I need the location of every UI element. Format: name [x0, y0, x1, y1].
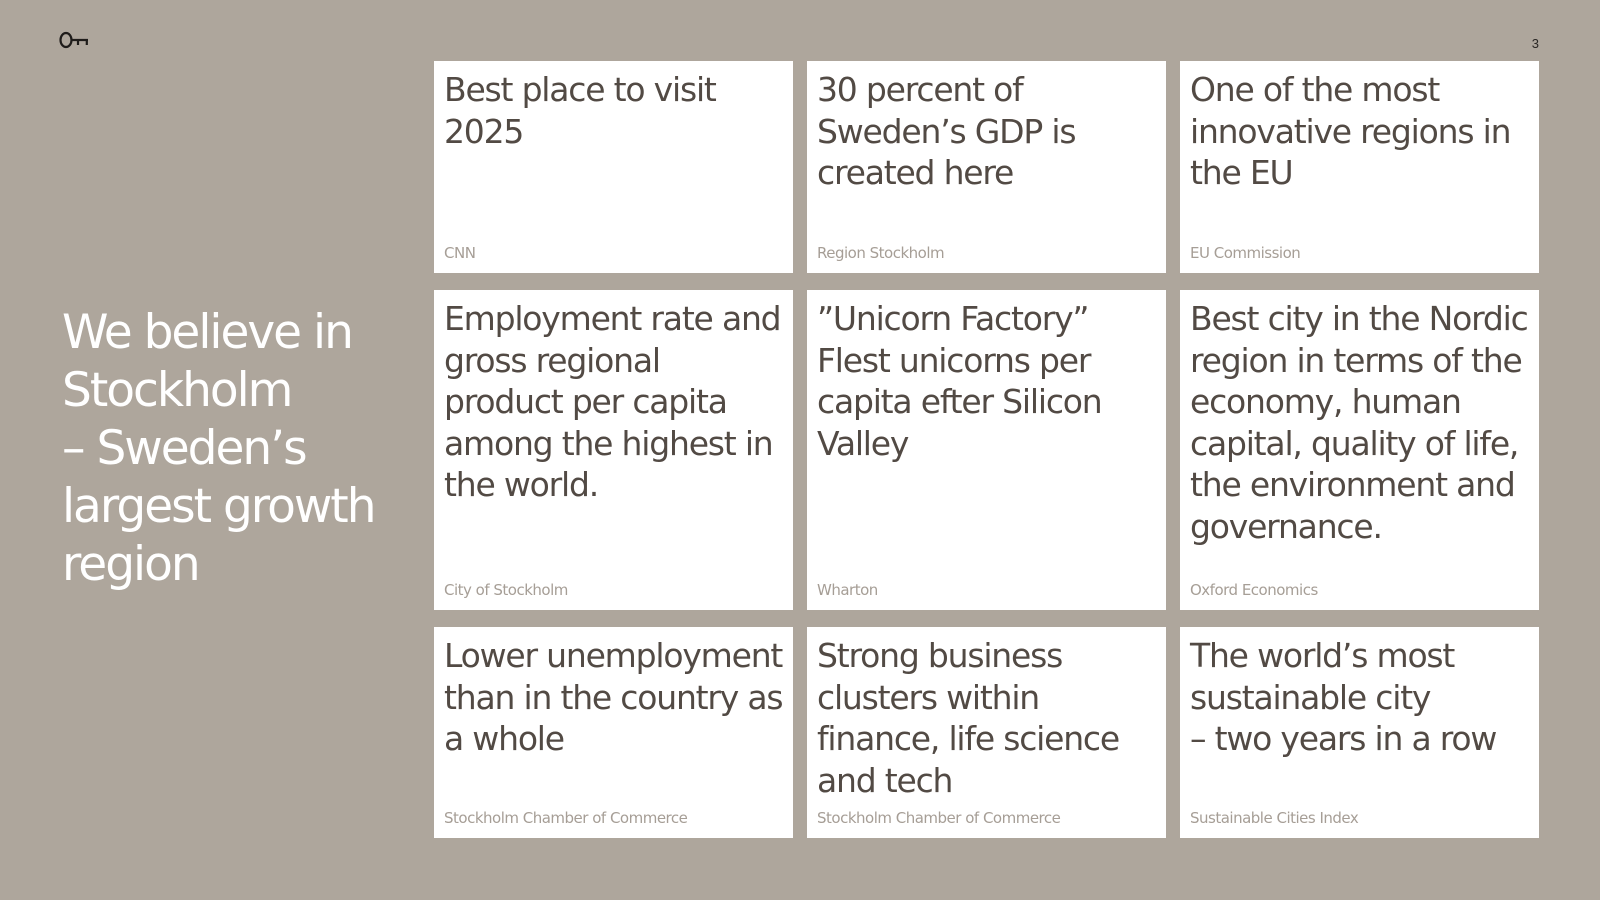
card-title: Best place to visit 2025: [444, 70, 717, 151]
fact-card: Best city in the Nordic region in terms …: [1180, 290, 1539, 610]
card-source: CNN: [444, 244, 476, 262]
card-source: Oxford Economics: [1190, 581, 1318, 599]
card-title: ”Unicorn Factory” Flest unicorns per cap…: [817, 299, 1103, 463]
card-source: EU Commission: [1190, 244, 1301, 262]
fact-card: 30 percent of Sweden’s GDP is created he…: [807, 61, 1166, 273]
card-title: 30 percent of Sweden’s GDP is created he…: [817, 70, 1077, 192]
key-icon: [58, 28, 92, 52]
fact-card: One of the most innovative regions in th…: [1180, 61, 1539, 273]
fact-card: Lower unemployment than in the country a…: [434, 627, 793, 838]
page-number: 3: [1531, 36, 1539, 51]
card-title: Best city in the Nordic region in terms …: [1190, 299, 1529, 546]
card-title: One of the most innovative regions in th…: [1190, 70, 1512, 192]
card-source: City of Stockholm: [444, 581, 568, 599]
fact-card: Strong business clusters within finance,…: [807, 627, 1166, 838]
card-title: Strong business clusters within finance,…: [817, 636, 1120, 800]
card-source: Region Stockholm: [817, 244, 945, 262]
card-source: Stockholm Chamber of Commerce: [444, 809, 688, 827]
page-headline: We believe in Stockholm – Sweden’s large…: [62, 305, 377, 592]
fact-card: Best place to visit 2025 CNN: [434, 61, 793, 273]
card-source: Stockholm Chamber of Commerce: [817, 809, 1061, 827]
card-title: Lower unemployment than in the country a…: [444, 636, 784, 758]
card-title: The world’s most sustainable city – two …: [1190, 636, 1497, 758]
fact-card: Employment rate and gross regional produ…: [434, 290, 793, 610]
fact-card: The world’s most sustainable city – two …: [1180, 627, 1539, 838]
fact-card: ”Unicorn Factory” Flest unicorns per cap…: [807, 290, 1166, 610]
card-title: Employment rate and gross regional produ…: [444, 299, 782, 504]
card-source: Wharton: [817, 581, 878, 599]
card-source: Sustainable Cities Index: [1190, 809, 1359, 827]
